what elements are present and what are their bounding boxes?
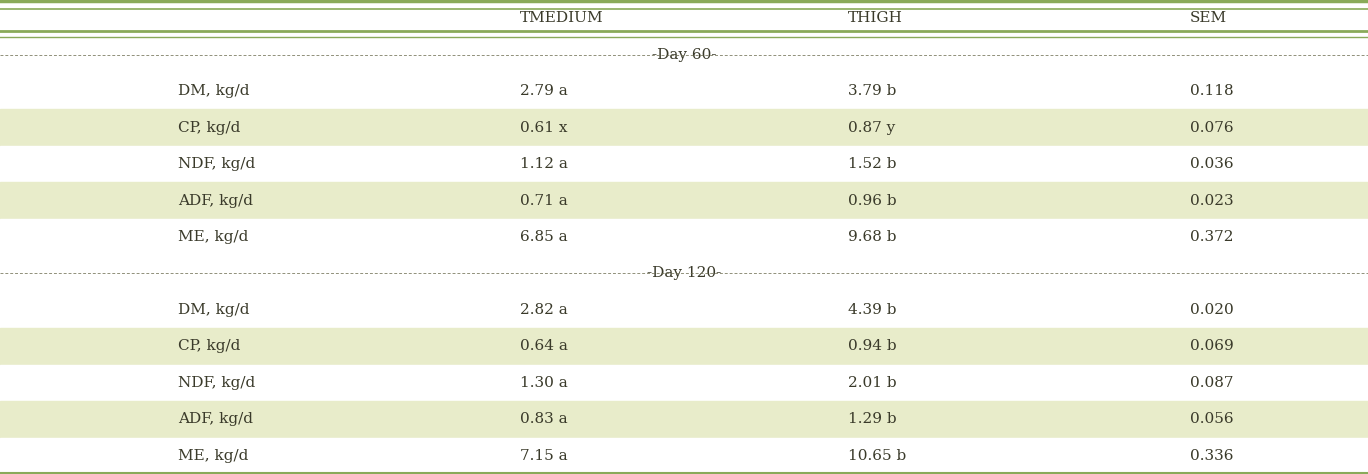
Text: 1.30 a: 1.30 a bbox=[520, 376, 568, 390]
Text: DM, kg/d: DM, kg/d bbox=[178, 303, 249, 317]
Text: -Day 60-: -Day 60- bbox=[651, 48, 717, 62]
Text: 0.61 x: 0.61 x bbox=[520, 120, 568, 135]
Text: ADF, kg/d: ADF, kg/d bbox=[178, 193, 253, 208]
Text: 1.29 b: 1.29 b bbox=[848, 412, 897, 426]
Bar bbox=[0, 73, 1368, 109]
Bar bbox=[0, 438, 1368, 474]
Text: 0.036: 0.036 bbox=[1190, 157, 1234, 171]
Text: ADF, kg/d: ADF, kg/d bbox=[178, 412, 253, 426]
Text: NDF, kg/d: NDF, kg/d bbox=[178, 157, 254, 171]
Bar bbox=[0, 401, 1368, 438]
Text: 0.023: 0.023 bbox=[1190, 193, 1234, 208]
Text: 0.372: 0.372 bbox=[1190, 230, 1234, 244]
Bar bbox=[0, 36, 1368, 73]
Bar bbox=[0, 146, 1368, 182]
Bar bbox=[0, 0, 1368, 36]
Text: 2.01 b: 2.01 b bbox=[848, 376, 897, 390]
Text: 0.64 a: 0.64 a bbox=[520, 339, 568, 354]
Text: 1.52 b: 1.52 b bbox=[848, 157, 896, 171]
Text: SEM: SEM bbox=[1190, 11, 1227, 25]
Text: -Day 120-: -Day 120- bbox=[647, 266, 721, 281]
Bar bbox=[0, 109, 1368, 146]
Text: 0.118: 0.118 bbox=[1190, 84, 1234, 98]
Text: 0.069: 0.069 bbox=[1190, 339, 1234, 354]
Text: 0.087: 0.087 bbox=[1190, 376, 1234, 390]
Text: 2.79 a: 2.79 a bbox=[520, 84, 568, 98]
Text: 0.96 b: 0.96 b bbox=[848, 193, 897, 208]
Text: CP, kg/d: CP, kg/d bbox=[178, 339, 241, 354]
Text: 0.020: 0.020 bbox=[1190, 303, 1234, 317]
Text: 0.71 a: 0.71 a bbox=[520, 193, 568, 208]
Text: 1.12 a: 1.12 a bbox=[520, 157, 568, 171]
Text: CP, kg/d: CP, kg/d bbox=[178, 120, 241, 135]
Text: 0.336: 0.336 bbox=[1190, 449, 1234, 463]
Text: 10.65 b: 10.65 b bbox=[848, 449, 907, 463]
Text: 0.94 b: 0.94 b bbox=[848, 339, 897, 354]
Text: 0.83 a: 0.83 a bbox=[520, 412, 568, 426]
Text: TMEDIUM: TMEDIUM bbox=[520, 11, 603, 25]
Bar bbox=[0, 328, 1368, 365]
Bar bbox=[0, 292, 1368, 328]
Bar bbox=[0, 182, 1368, 219]
Bar bbox=[0, 365, 1368, 401]
Text: 0.87 y: 0.87 y bbox=[848, 120, 896, 135]
Text: 7.15 a: 7.15 a bbox=[520, 449, 568, 463]
Text: 4.39 b: 4.39 b bbox=[848, 303, 896, 317]
Text: 0.056: 0.056 bbox=[1190, 412, 1234, 426]
Text: 9.68 b: 9.68 b bbox=[848, 230, 896, 244]
Text: 0.076: 0.076 bbox=[1190, 120, 1234, 135]
Text: ME, kg/d: ME, kg/d bbox=[178, 230, 248, 244]
Text: ME, kg/d: ME, kg/d bbox=[178, 449, 248, 463]
Text: 2.82 a: 2.82 a bbox=[520, 303, 568, 317]
Text: THIGH: THIGH bbox=[848, 11, 903, 25]
Text: 3.79 b: 3.79 b bbox=[848, 84, 896, 98]
Text: NDF, kg/d: NDF, kg/d bbox=[178, 376, 254, 390]
Bar bbox=[0, 255, 1368, 292]
Text: 6.85 a: 6.85 a bbox=[520, 230, 568, 244]
Bar bbox=[0, 219, 1368, 255]
Text: DM, kg/d: DM, kg/d bbox=[178, 84, 249, 98]
